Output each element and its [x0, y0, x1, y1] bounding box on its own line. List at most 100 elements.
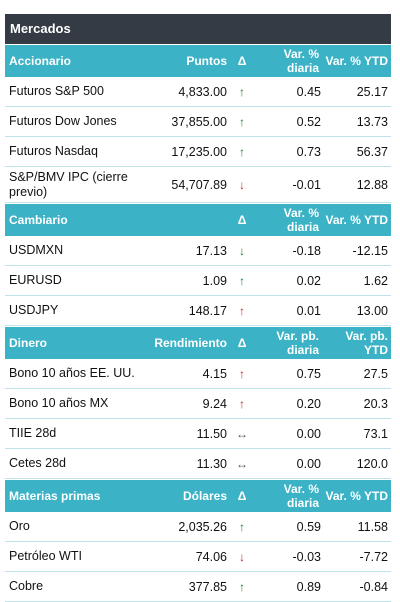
- column-header-delta: Δ: [237, 489, 247, 503]
- daily-change: -0.03: [292, 549, 322, 564]
- table-row: USDMXN 17.13 ↓ -0.18 -12.15: [5, 236, 391, 266]
- daily-change: 0.75: [296, 366, 321, 381]
- ytd-change: 13.73: [356, 114, 388, 129]
- ytd-change: 120.0: [356, 456, 388, 471]
- column-header-daily: Var. % diaria: [283, 47, 319, 75]
- ytd-change: -0.84: [359, 579, 389, 594]
- daily-change: -0.18: [292, 243, 322, 258]
- daily-change: 0.20: [296, 396, 321, 411]
- instrument-name: USDJPY: [9, 303, 59, 317]
- arrow-up-icon: ↑: [239, 396, 245, 411]
- sections-container: Accionario Puntos Δ Var. % diaria Var. % YTD…: [5, 44, 391, 602]
- daily-change: 0.52: [296, 114, 321, 129]
- section-header: Dinero Rendimiento Δ Var. pb. diaria Var. pb…: [5, 326, 391, 359]
- table-row: Futuros S&P 500 4,833.00 ↑ 0.45 25.17: [5, 77, 391, 107]
- column-header-ytd: Var. pb. YTD: [345, 329, 388, 357]
- daily-change: 0.02: [296, 273, 321, 288]
- delta-cell: ↑: [229, 367, 255, 381]
- instrument-name: Petróleo WTI: [9, 549, 82, 563]
- instrument-name: Futuros Dow Jones: [9, 114, 117, 128]
- column-header-ytd: Var. % YTD: [325, 54, 388, 68]
- ytd-change: -7.72: [359, 549, 389, 564]
- instrument-name: EURUSD: [9, 273, 62, 287]
- ytd-change: 27.5: [363, 366, 388, 381]
- instrument-value: 2,035.26: [178, 519, 227, 534]
- delta-cell: ↑: [229, 145, 255, 159]
- arrow-down-icon: ↓: [239, 243, 245, 258]
- table-row: Petróleo WTI 74.06 ↓ -0.03 -7.72: [5, 542, 391, 572]
- instrument-name: Oro: [9, 519, 30, 533]
- instrument-value: 4,833.00: [178, 84, 227, 99]
- arrow-left-right-icon: ↔: [236, 456, 248, 471]
- daily-change: 0.89: [296, 579, 321, 594]
- table-row: Bono 10 años EE. UU. 4.15 ↑ 0.75 27.5: [5, 359, 391, 389]
- table-row: EURUSD 1.09 ↑ 0.02 1.62: [5, 266, 391, 296]
- delta-cell: ↓: [229, 178, 255, 192]
- column-header-ytd: Var. % YTD: [325, 489, 388, 503]
- arrow-up-icon: ↑: [239, 144, 245, 159]
- daily-change: 0.01: [296, 303, 321, 318]
- instrument-name: Futuros S&P 500: [9, 84, 104, 98]
- instrument-value: 17.13: [195, 243, 227, 258]
- ytd-change: 20.3: [363, 396, 388, 411]
- daily-change: 0.59: [296, 519, 321, 534]
- ytd-change: 1.62: [363, 273, 388, 288]
- instrument-value: 1.09: [202, 273, 227, 288]
- arrow-up-icon: ↑: [239, 273, 245, 288]
- instrument-name: TIIE 28d: [9, 426, 57, 440]
- instrument-value: 74.06: [195, 549, 227, 564]
- delta-cell: ↔: [229, 457, 255, 471]
- column-header-delta: Δ: [237, 54, 247, 68]
- instrument-name: USDMXN: [9, 243, 64, 257]
- column-header-delta: Δ: [237, 213, 247, 227]
- section-header: Cambiario Δ Var. % diaria Var. % YTD: [5, 203, 391, 236]
- daily-change: 0.00: [296, 426, 321, 441]
- ytd-change: 56.37: [356, 144, 388, 159]
- instrument-value: 4.15: [202, 366, 227, 381]
- daily-change: 0.45: [296, 84, 321, 99]
- column-header-delta: Δ: [237, 336, 247, 350]
- delta-cell: ↑: [229, 115, 255, 129]
- ytd-change: -12.15: [352, 243, 388, 258]
- arrow-up-icon: ↑: [239, 303, 245, 318]
- section-name: Materias primas: [9, 489, 101, 503]
- table-row: USDJPY 148.17 ↑ 0.01 13.00: [5, 296, 391, 326]
- delta-cell: ↓: [229, 244, 255, 258]
- delta-cell: ↑: [229, 580, 255, 594]
- instrument-value: 11.30: [196, 456, 227, 471]
- column-header-value: Rendimiento: [154, 336, 227, 350]
- arrow-up-icon: ↑: [239, 84, 245, 99]
- table-row: Cobre 377.85 ↑ 0.89 -0.84: [5, 572, 391, 602]
- column-header-daily: Var. % diaria: [283, 206, 319, 234]
- column-header-daily: Var. % diaria: [283, 482, 319, 510]
- section-name: Accionario: [9, 54, 72, 68]
- instrument-name: Cetes 28d: [9, 456, 66, 470]
- instrument-name: Bono 10 años EE. UU.: [9, 366, 135, 380]
- section-name: Cambiario: [9, 213, 68, 227]
- table-row: S&P/BMV IPC (cierre previo) 54,707.89 ↓ -0.…: [5, 167, 391, 203]
- column-header-value: Puntos: [186, 54, 227, 68]
- arrow-up-icon: ↑: [239, 579, 245, 594]
- table-row: Futuros Nasdaq 17,235.00 ↑ 0.73 56.37: [5, 137, 391, 167]
- delta-cell: ↑: [229, 304, 255, 318]
- table-row: TIIE 28d 11.50 ↔ 0.00 73.1: [5, 419, 391, 449]
- instrument-value: 377.85: [188, 579, 227, 594]
- arrow-up-icon: ↑: [239, 519, 245, 534]
- ytd-change: 12.88: [356, 177, 388, 192]
- instrument-value: 9.24: [202, 396, 227, 411]
- daily-change: 0.00: [296, 456, 321, 471]
- section-header: Accionario Puntos Δ Var. % diaria Var. % YTD: [5, 44, 391, 77]
- delta-cell: ↑: [229, 85, 255, 99]
- delta-cell: ↔: [229, 427, 255, 441]
- daily-change: 0.73: [296, 144, 321, 159]
- column-header-daily: Var. pb. diaria: [276, 329, 319, 357]
- delta-cell: ↑: [229, 274, 255, 288]
- ytd-change: 25.17: [356, 84, 388, 99]
- table-row: Cetes 28d 11.30 ↔ 0.00 120.0: [5, 449, 391, 479]
- markets-table: Mercados Accionario Puntos Δ Var. % diaria V…: [5, 14, 391, 602]
- column-header-ytd: Var. % YTD: [325, 213, 388, 227]
- delta-cell: ↑: [229, 520, 255, 534]
- table-title: Mercados: [5, 14, 391, 44]
- instrument-name: Futuros Nasdaq: [9, 144, 98, 158]
- instrument-value: 11.50: [196, 426, 227, 441]
